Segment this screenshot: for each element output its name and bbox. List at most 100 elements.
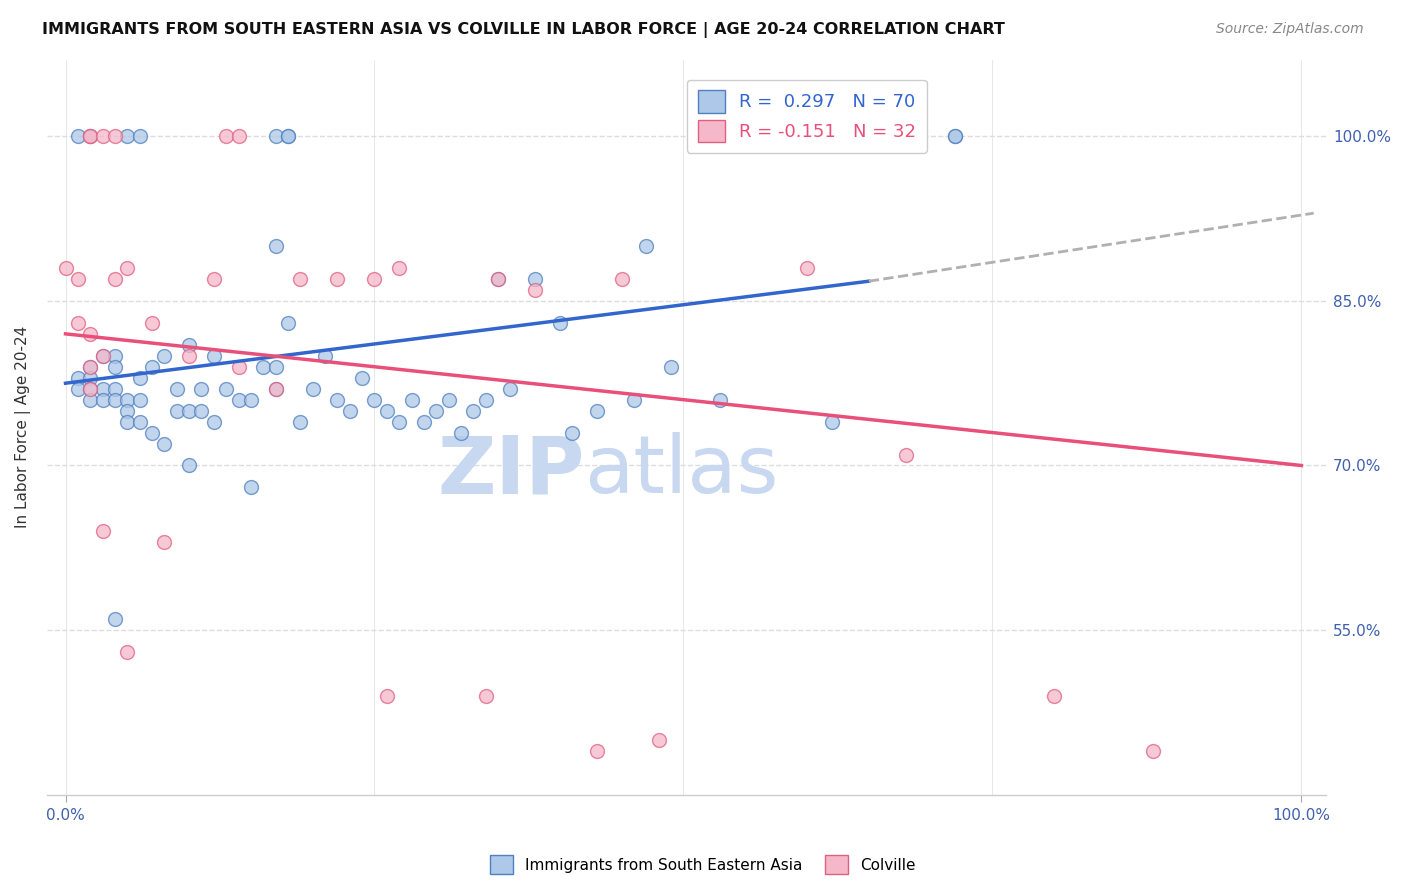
Point — [352, 370, 374, 384]
Point — [117, 260, 139, 275]
Point — [104, 382, 127, 396]
Point — [55, 260, 77, 275]
Point — [1142, 744, 1164, 758]
Point — [141, 359, 163, 374]
Point — [177, 458, 200, 473]
Point — [66, 382, 89, 396]
Point — [166, 382, 188, 396]
Point — [104, 359, 127, 374]
Legend: R =  0.297   N = 70, R = -0.151   N = 32: R = 0.297 N = 70, R = -0.151 N = 32 — [686, 79, 927, 153]
Point — [153, 349, 176, 363]
Point — [177, 403, 200, 417]
Point — [91, 129, 114, 144]
Point — [486, 272, 509, 286]
Point — [277, 129, 299, 144]
Point — [290, 415, 312, 429]
Point — [796, 260, 818, 275]
Point — [709, 392, 731, 407]
Point — [177, 349, 200, 363]
Point — [363, 272, 385, 286]
Y-axis label: In Labor Force | Age 20-24: In Labor Force | Age 20-24 — [15, 326, 31, 528]
Point — [375, 403, 398, 417]
Point — [486, 272, 509, 286]
Point — [104, 612, 127, 626]
Point — [79, 370, 101, 384]
Point — [228, 129, 250, 144]
Point — [586, 744, 609, 758]
Point — [463, 403, 485, 417]
Point — [91, 349, 114, 363]
Point — [66, 316, 89, 330]
Point — [202, 415, 225, 429]
Point — [215, 382, 238, 396]
Point — [91, 392, 114, 407]
Text: IMMIGRANTS FROM SOUTH EASTERN ASIA VS COLVILLE IN LABOR FORCE | AGE 20-24 CORREL: IMMIGRANTS FROM SOUTH EASTERN ASIA VS CO… — [42, 22, 1005, 38]
Point — [91, 382, 114, 396]
Point — [117, 392, 139, 407]
Point — [561, 425, 583, 440]
Point — [166, 403, 188, 417]
Point — [128, 415, 150, 429]
Point — [301, 382, 323, 396]
Point — [79, 129, 101, 144]
Point — [66, 370, 89, 384]
Point — [339, 403, 361, 417]
Point — [425, 403, 447, 417]
Point — [264, 239, 287, 253]
Point — [636, 239, 658, 253]
Point — [79, 392, 101, 407]
Point — [141, 425, 163, 440]
Point — [450, 425, 472, 440]
Point — [290, 272, 312, 286]
Point — [524, 272, 547, 286]
Point — [437, 392, 460, 407]
Point — [363, 392, 385, 407]
Point — [190, 382, 212, 396]
Point — [326, 272, 349, 286]
Point — [215, 129, 238, 144]
Point — [79, 359, 101, 374]
Point — [647, 732, 669, 747]
Point — [202, 349, 225, 363]
Point — [264, 359, 287, 374]
Point — [79, 326, 101, 341]
Text: atlas: atlas — [583, 433, 779, 510]
Point — [91, 349, 114, 363]
Point — [228, 359, 250, 374]
Point — [153, 535, 176, 549]
Point — [177, 338, 200, 352]
Point — [314, 349, 336, 363]
Point — [117, 129, 139, 144]
Point — [239, 392, 262, 407]
Point — [586, 403, 609, 417]
Point — [524, 283, 547, 297]
Point — [474, 392, 496, 407]
Text: ZIP: ZIP — [437, 433, 583, 510]
Point — [264, 129, 287, 144]
Point — [117, 403, 139, 417]
Point — [277, 129, 299, 144]
Point — [66, 272, 89, 286]
Point — [91, 524, 114, 539]
Point — [610, 272, 633, 286]
Point — [128, 129, 150, 144]
Point — [388, 260, 411, 275]
Point — [326, 392, 349, 407]
Legend: Immigrants from South Eastern Asia, Colville: Immigrants from South Eastern Asia, Colv… — [484, 849, 922, 880]
Point — [190, 403, 212, 417]
Point — [128, 370, 150, 384]
Point — [943, 129, 966, 144]
Point — [894, 448, 917, 462]
Point — [375, 689, 398, 703]
Point — [252, 359, 274, 374]
Point — [499, 382, 522, 396]
Point — [104, 392, 127, 407]
Point — [264, 382, 287, 396]
Point — [474, 689, 496, 703]
Point — [821, 415, 844, 429]
Point — [79, 359, 101, 374]
Text: Source: ZipAtlas.com: Source: ZipAtlas.com — [1216, 22, 1364, 37]
Point — [128, 392, 150, 407]
Point — [548, 316, 571, 330]
Point — [659, 359, 682, 374]
